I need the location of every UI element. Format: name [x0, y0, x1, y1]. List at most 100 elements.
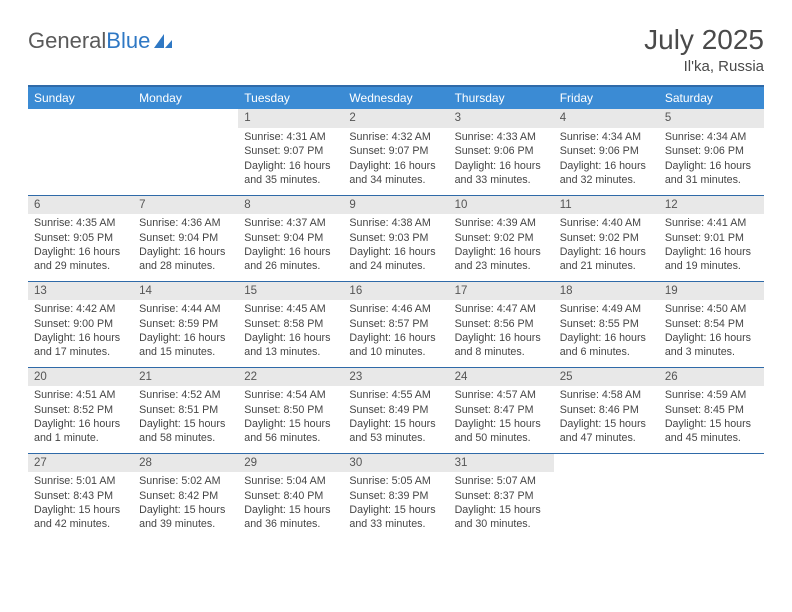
day-details: Sunrise: 4:32 AMSunset: 9:07 PMDaylight:… — [343, 128, 448, 194]
calendar-cell: 1Sunrise: 4:31 AMSunset: 9:07 PMDaylight… — [238, 109, 343, 195]
day-number: 9 — [343, 196, 448, 215]
day-number: 14 — [133, 282, 238, 301]
calendar-cell — [28, 109, 133, 195]
day-number: 24 — [449, 368, 554, 387]
calendar-cell: 3Sunrise: 4:33 AMSunset: 9:06 PMDaylight… — [449, 109, 554, 195]
calendar-cell — [133, 109, 238, 195]
day-number — [659, 454, 764, 473]
calendar-cell: 7Sunrise: 4:36 AMSunset: 9:04 PMDaylight… — [133, 195, 238, 281]
day-number — [554, 454, 659, 473]
calendar-week-row: 20Sunrise: 4:51 AMSunset: 8:52 PMDayligh… — [28, 367, 764, 453]
day-details: Sunrise: 4:36 AMSunset: 9:04 PMDaylight:… — [133, 214, 238, 280]
brand-sail-icon — [152, 32, 174, 50]
calendar-cell: 17Sunrise: 4:47 AMSunset: 8:56 PMDayligh… — [449, 281, 554, 367]
day-details: Sunrise: 4:51 AMSunset: 8:52 PMDaylight:… — [28, 386, 133, 452]
day-number: 8 — [238, 196, 343, 215]
calendar-cell: 11Sunrise: 4:40 AMSunset: 9:02 PMDayligh… — [554, 195, 659, 281]
day-details: Sunrise: 4:40 AMSunset: 9:02 PMDaylight:… — [554, 214, 659, 280]
weekday-header: Friday — [554, 86, 659, 109]
day-details: Sunrise: 5:01 AMSunset: 8:43 PMDaylight:… — [28, 472, 133, 538]
calendar-cell: 24Sunrise: 4:57 AMSunset: 8:47 PMDayligh… — [449, 367, 554, 453]
day-details: Sunrise: 4:59 AMSunset: 8:45 PMDaylight:… — [659, 386, 764, 452]
day-number: 7 — [133, 196, 238, 215]
day-details: Sunrise: 4:52 AMSunset: 8:51 PMDaylight:… — [133, 386, 238, 452]
day-number: 10 — [449, 196, 554, 215]
brand-part1: General — [28, 28, 106, 54]
day-details: Sunrise: 4:55 AMSunset: 8:49 PMDaylight:… — [343, 386, 448, 452]
brand-part2: Blue — [106, 28, 150, 54]
calendar-week-row: 6Sunrise: 4:35 AMSunset: 9:05 PMDaylight… — [28, 195, 764, 281]
calendar-cell: 31Sunrise: 5:07 AMSunset: 8:37 PMDayligh… — [449, 453, 554, 539]
calendar-cell: 26Sunrise: 4:59 AMSunset: 8:45 PMDayligh… — [659, 367, 764, 453]
day-details: Sunrise: 4:38 AMSunset: 9:03 PMDaylight:… — [343, 214, 448, 280]
calendar-cell: 9Sunrise: 4:38 AMSunset: 9:03 PMDaylight… — [343, 195, 448, 281]
day-details: Sunrise: 4:45 AMSunset: 8:58 PMDaylight:… — [238, 300, 343, 366]
calendar-cell: 20Sunrise: 4:51 AMSunset: 8:52 PMDayligh… — [28, 367, 133, 453]
calendar-cell: 2Sunrise: 4:32 AMSunset: 9:07 PMDaylight… — [343, 109, 448, 195]
day-number: 2 — [343, 109, 448, 128]
day-number: 6 — [28, 196, 133, 215]
day-number: 1 — [238, 109, 343, 128]
calendar-week-row: 1Sunrise: 4:31 AMSunset: 9:07 PMDaylight… — [28, 109, 764, 195]
day-number: 31 — [449, 454, 554, 473]
calendar-cell: 18Sunrise: 4:49 AMSunset: 8:55 PMDayligh… — [554, 281, 659, 367]
weekday-header: Saturday — [659, 86, 764, 109]
brand-logo: GeneralBlue — [28, 24, 174, 54]
day-number: 26 — [659, 368, 764, 387]
calendar-cell: 27Sunrise: 5:01 AMSunset: 8:43 PMDayligh… — [28, 453, 133, 539]
day-details: Sunrise: 4:58 AMSunset: 8:46 PMDaylight:… — [554, 386, 659, 452]
day-details: Sunrise: 4:37 AMSunset: 9:04 PMDaylight:… — [238, 214, 343, 280]
day-details: Sunrise: 5:02 AMSunset: 8:42 PMDaylight:… — [133, 472, 238, 538]
calendar-cell: 6Sunrise: 4:35 AMSunset: 9:05 PMDaylight… — [28, 195, 133, 281]
weekday-header: Thursday — [449, 86, 554, 109]
calendar-cell: 10Sunrise: 4:39 AMSunset: 9:02 PMDayligh… — [449, 195, 554, 281]
calendar-cell: 28Sunrise: 5:02 AMSunset: 8:42 PMDayligh… — [133, 453, 238, 539]
day-details: Sunrise: 4:47 AMSunset: 8:56 PMDaylight:… — [449, 300, 554, 366]
calendar-cell: 22Sunrise: 4:54 AMSunset: 8:50 PMDayligh… — [238, 367, 343, 453]
day-number: 27 — [28, 454, 133, 473]
day-details: Sunrise: 4:31 AMSunset: 9:07 PMDaylight:… — [238, 128, 343, 194]
day-number: 29 — [238, 454, 343, 473]
calendar-cell: 15Sunrise: 4:45 AMSunset: 8:58 PMDayligh… — [238, 281, 343, 367]
day-number: 30 — [343, 454, 448, 473]
day-details: Sunrise: 4:34 AMSunset: 9:06 PMDaylight:… — [659, 128, 764, 194]
calendar-cell: 16Sunrise: 4:46 AMSunset: 8:57 PMDayligh… — [343, 281, 448, 367]
day-details: Sunrise: 4:44 AMSunset: 8:59 PMDaylight:… — [133, 300, 238, 366]
calendar-cell: 21Sunrise: 4:52 AMSunset: 8:51 PMDayligh… — [133, 367, 238, 453]
calendar-cell: 25Sunrise: 4:58 AMSunset: 8:46 PMDayligh… — [554, 367, 659, 453]
day-details: Sunrise: 4:39 AMSunset: 9:02 PMDaylight:… — [449, 214, 554, 280]
day-number: 21 — [133, 368, 238, 387]
day-details: Sunrise: 4:57 AMSunset: 8:47 PMDaylight:… — [449, 386, 554, 452]
day-details: Sunrise: 4:42 AMSunset: 9:00 PMDaylight:… — [28, 300, 133, 366]
weekday-header: Sunday — [28, 86, 133, 109]
day-number: 5 — [659, 109, 764, 128]
calendar-cell — [554, 453, 659, 539]
day-number: 19 — [659, 282, 764, 301]
day-number: 20 — [28, 368, 133, 387]
day-number: 16 — [343, 282, 448, 301]
calendar-cell: 13Sunrise: 4:42 AMSunset: 9:00 PMDayligh… — [28, 281, 133, 367]
day-details: Sunrise: 4:33 AMSunset: 9:06 PMDaylight:… — [449, 128, 554, 194]
weekday-header: Monday — [133, 86, 238, 109]
location-label: Il'ka, Russia — [644, 58, 764, 75]
day-details: Sunrise: 4:35 AMSunset: 9:05 PMDaylight:… — [28, 214, 133, 280]
day-details: Sunrise: 4:54 AMSunset: 8:50 PMDaylight:… — [238, 386, 343, 452]
day-number: 25 — [554, 368, 659, 387]
calendar-cell: 12Sunrise: 4:41 AMSunset: 9:01 PMDayligh… — [659, 195, 764, 281]
day-number: 13 — [28, 282, 133, 301]
day-number: 4 — [554, 109, 659, 128]
day-details: Sunrise: 4:50 AMSunset: 8:54 PMDaylight:… — [659, 300, 764, 366]
day-number: 11 — [554, 196, 659, 215]
weekday-header: Wednesday — [343, 86, 448, 109]
day-details: Sunrise: 4:46 AMSunset: 8:57 PMDaylight:… — [343, 300, 448, 366]
calendar-table: SundayMondayTuesdayWednesdayThursdayFrid… — [28, 85, 764, 539]
weekday-header: Tuesday — [238, 86, 343, 109]
calendar-cell: 5Sunrise: 4:34 AMSunset: 9:06 PMDaylight… — [659, 109, 764, 195]
day-details: Sunrise: 5:07 AMSunset: 8:37 PMDaylight:… — [449, 472, 554, 538]
calendar-cell: 8Sunrise: 4:37 AMSunset: 9:04 PMDaylight… — [238, 195, 343, 281]
day-number: 3 — [449, 109, 554, 128]
calendar-cell: 23Sunrise: 4:55 AMSunset: 8:49 PMDayligh… — [343, 367, 448, 453]
weekday-header-row: SundayMondayTuesdayWednesdayThursdayFrid… — [28, 86, 764, 109]
day-number — [28, 109, 133, 128]
calendar-cell: 19Sunrise: 4:50 AMSunset: 8:54 PMDayligh… — [659, 281, 764, 367]
